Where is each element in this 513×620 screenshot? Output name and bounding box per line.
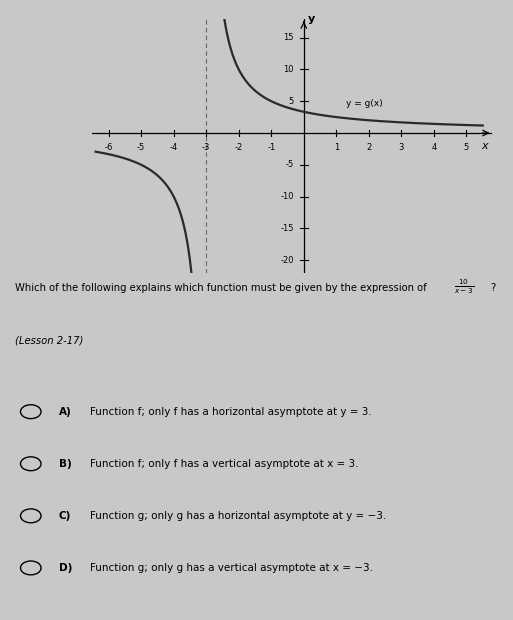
- Text: A): A): [59, 407, 72, 417]
- Text: (Lesson 2‑17): (Lesson 2‑17): [15, 335, 84, 345]
- Text: Function g; only g has a vertical asymptote at x = −3.: Function g; only g has a vertical asympt…: [90, 563, 373, 573]
- Text: -1: -1: [267, 143, 275, 152]
- Text: $\frac{10}{x-3}$: $\frac{10}{x-3}$: [454, 278, 474, 296]
- Text: y: y: [308, 14, 315, 24]
- Text: Function g; only g has a horizontal asymptote at y = −3.: Function g; only g has a horizontal asym…: [90, 511, 386, 521]
- Text: -6: -6: [105, 143, 113, 152]
- Text: B): B): [59, 459, 72, 469]
- Text: -15: -15: [281, 224, 294, 233]
- Text: -5: -5: [137, 143, 145, 152]
- Text: Function f; only f has a horizontal asymptote at y = 3.: Function f; only f has a horizontal asym…: [90, 407, 371, 417]
- Text: 10: 10: [284, 65, 294, 74]
- Text: 4: 4: [431, 143, 437, 152]
- Text: ?: ?: [490, 283, 495, 293]
- Text: y = g(x): y = g(x): [346, 99, 383, 108]
- Text: 5: 5: [464, 143, 469, 152]
- Text: -2: -2: [234, 143, 243, 152]
- Text: D): D): [59, 563, 72, 573]
- Text: C): C): [59, 511, 71, 521]
- Text: -5: -5: [286, 160, 294, 169]
- Text: 5: 5: [289, 97, 294, 106]
- Text: x: x: [481, 141, 488, 151]
- Text: -4: -4: [169, 143, 178, 152]
- Text: 1: 1: [333, 143, 339, 152]
- Text: -3: -3: [202, 143, 210, 152]
- Text: 15: 15: [284, 33, 294, 42]
- Text: Which of the following explains which function must be given by the expression o: Which of the following explains which fu…: [15, 283, 430, 293]
- Text: -20: -20: [281, 255, 294, 265]
- Text: -10: -10: [281, 192, 294, 201]
- Text: 3: 3: [399, 143, 404, 152]
- Text: 2: 2: [366, 143, 371, 152]
- Text: Function f; only f has a vertical asymptote at x = 3.: Function f; only f has a vertical asympt…: [90, 459, 358, 469]
